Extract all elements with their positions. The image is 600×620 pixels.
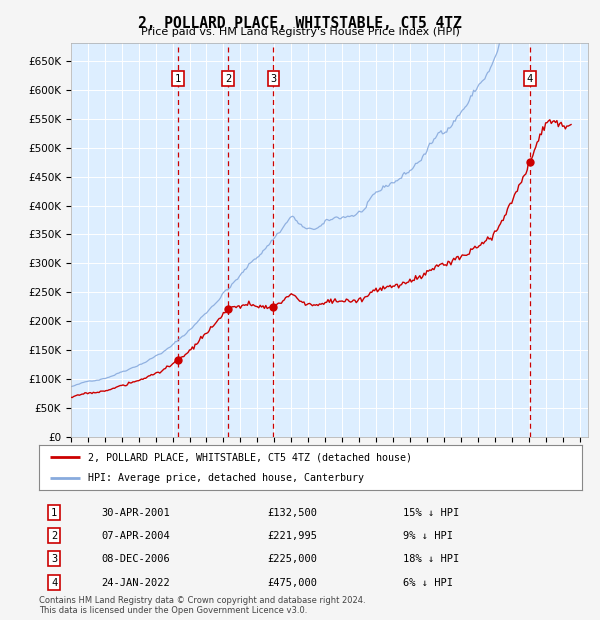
Text: 3: 3 xyxy=(51,554,58,564)
Text: 08-DEC-2006: 08-DEC-2006 xyxy=(101,554,170,564)
Text: 9% ↓ HPI: 9% ↓ HPI xyxy=(403,531,453,541)
Text: 6% ↓ HPI: 6% ↓ HPI xyxy=(403,578,453,588)
Text: 18% ↓ HPI: 18% ↓ HPI xyxy=(403,554,459,564)
Text: 4: 4 xyxy=(527,74,533,84)
Text: HPI: Average price, detached house, Canterbury: HPI: Average price, detached house, Cant… xyxy=(88,472,364,483)
Text: 2: 2 xyxy=(225,74,231,84)
Text: 1: 1 xyxy=(175,74,181,84)
Text: 4: 4 xyxy=(51,578,58,588)
Text: £221,995: £221,995 xyxy=(267,531,317,541)
Text: Price paid vs. HM Land Registry's House Price Index (HPI): Price paid vs. HM Land Registry's House … xyxy=(140,27,460,37)
Text: 3: 3 xyxy=(270,74,277,84)
Text: Contains HM Land Registry data © Crown copyright and database right 2024.
This d: Contains HM Land Registry data © Crown c… xyxy=(39,596,365,615)
Text: £225,000: £225,000 xyxy=(267,554,317,564)
Text: 2, POLLARD PLACE, WHITSTABLE, CT5 4TZ: 2, POLLARD PLACE, WHITSTABLE, CT5 4TZ xyxy=(138,16,462,30)
Text: 07-APR-2004: 07-APR-2004 xyxy=(101,531,170,541)
Text: 30-APR-2001: 30-APR-2001 xyxy=(101,508,170,518)
Text: 2: 2 xyxy=(51,531,58,541)
Text: £132,500: £132,500 xyxy=(267,508,317,518)
Text: 24-JAN-2022: 24-JAN-2022 xyxy=(101,578,170,588)
Text: 1: 1 xyxy=(51,508,58,518)
Text: 2, POLLARD PLACE, WHITSTABLE, CT5 4TZ (detached house): 2, POLLARD PLACE, WHITSTABLE, CT5 4TZ (d… xyxy=(88,452,412,463)
Text: 15% ↓ HPI: 15% ↓ HPI xyxy=(403,508,459,518)
Text: £475,000: £475,000 xyxy=(267,578,317,588)
